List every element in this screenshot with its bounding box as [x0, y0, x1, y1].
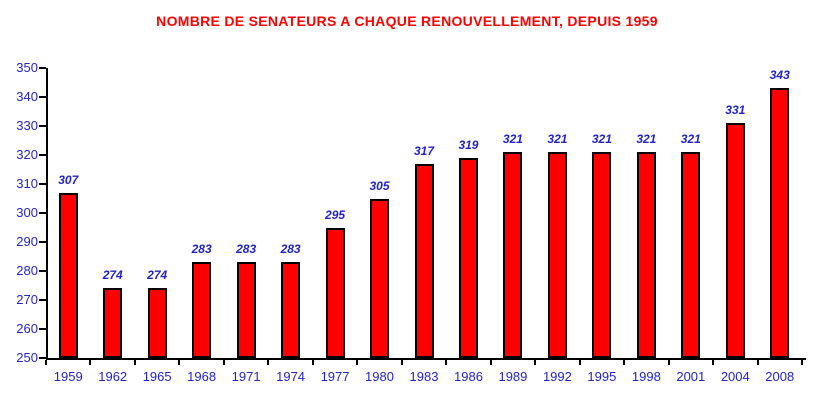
- bar-value-label: 305: [369, 178, 390, 193]
- y-axis-tick: [39, 328, 46, 330]
- y-axis-tick-label: 250: [16, 350, 38, 365]
- y-axis-tick: [39, 125, 46, 127]
- y-axis-line: [46, 68, 48, 360]
- bar: [147, 288, 167, 358]
- y-axis-tick-label: 260: [16, 321, 38, 336]
- x-axis-category-label: 1959: [53, 369, 83, 384]
- x-axis-tick: [712, 360, 715, 365]
- x-axis-category-label: 1998: [631, 369, 661, 384]
- bar: [414, 163, 434, 358]
- bar: [725, 123, 745, 358]
- y-axis-tick-label: 350: [16, 60, 38, 75]
- x-axis-category-label: 1983: [409, 369, 439, 384]
- x-axis-tick: [445, 360, 448, 365]
- bar-value-label: 295: [325, 207, 346, 222]
- bar: [236, 262, 256, 358]
- bar: [325, 227, 345, 358]
- bar-value-label: 307: [58, 172, 79, 187]
- x-axis-tick: [623, 360, 626, 365]
- bar-value-label: 343: [769, 68, 790, 83]
- bar-value-label: 321: [502, 132, 523, 147]
- x-axis-tick: [89, 360, 92, 365]
- bar-value-label: 283: [280, 242, 301, 257]
- bar: [281, 262, 301, 358]
- x-axis-category-label: 2008: [765, 369, 795, 384]
- bar: [681, 152, 701, 358]
- bar-value-label: 274: [102, 268, 123, 283]
- x-axis-category-label: 1965: [142, 369, 172, 384]
- bar-value-label: 321: [547, 132, 568, 147]
- x-axis-tick: [178, 360, 181, 365]
- x-axis-tick: [578, 360, 581, 365]
- x-axis-tick: [667, 360, 670, 365]
- x-axis-tick: [222, 360, 225, 365]
- bar: [192, 262, 212, 358]
- y-axis-tick-label: 300: [16, 205, 38, 220]
- y-axis-tick-label: 340: [16, 89, 38, 104]
- y-axis-tick: [39, 183, 46, 185]
- y-axis-tick: [39, 299, 46, 301]
- x-axis-category-label: 1974: [276, 369, 306, 384]
- y-axis-tick: [39, 241, 46, 243]
- bar-value-label: 283: [236, 242, 257, 257]
- y-axis-tick: [39, 96, 46, 98]
- bar: [103, 288, 123, 358]
- bar-value-label: 321: [680, 132, 701, 147]
- y-axis-tick-label: 280: [16, 263, 38, 278]
- chart-title: NOMBRE DE SENATEURS A CHAQUE RENOUVELLEM…: [156, 13, 658, 29]
- x-axis-category-label: 1968: [187, 369, 217, 384]
- y-axis-tick: [39, 212, 46, 214]
- x-axis-line: [46, 358, 806, 360]
- y-axis-tick-label: 310: [16, 176, 38, 191]
- x-axis-tick: [400, 360, 403, 365]
- bar-value-label: 317: [413, 143, 435, 158]
- x-axis-category-label: 2004: [720, 369, 750, 384]
- y-axis-tick-label: 290: [16, 234, 38, 249]
- bar-value-label: 283: [191, 242, 212, 257]
- x-axis-tick: [267, 360, 270, 365]
- bar: [370, 198, 390, 358]
- bar: [770, 88, 790, 358]
- x-axis-category-label: 1986: [454, 369, 483, 384]
- y-axis-tick: [39, 154, 46, 156]
- x-axis-tick: [45, 360, 47, 365]
- x-axis-tick: [356, 360, 359, 365]
- x-axis-category-label: 1977: [320, 369, 350, 384]
- x-axis-tick: [801, 360, 803, 365]
- bar-value-label: 331: [725, 103, 746, 118]
- y-axis-tick-label: 270: [16, 292, 38, 307]
- x-axis-category-label: 1992: [542, 369, 572, 384]
- bar-value-label: 319: [458, 137, 479, 152]
- bar-value-label: 321: [591, 132, 612, 147]
- bar-value-label: 321: [636, 132, 657, 147]
- bar: [636, 152, 656, 358]
- x-axis-tick: [133, 360, 136, 365]
- x-axis-tick: [489, 360, 492, 365]
- x-axis-category-label: 1980: [365, 369, 394, 384]
- bar-value-label: 274: [147, 268, 168, 283]
- y-axis-tick: [39, 357, 46, 359]
- y-axis-tick: [39, 67, 46, 69]
- x-axis-category-label: 1989: [498, 369, 528, 384]
- y-axis-tick-label: 320: [16, 147, 38, 162]
- x-axis-category-label: 2001: [676, 369, 706, 384]
- x-axis-category-label: 1962: [98, 369, 128, 384]
- y-axis-tick-label: 330: [16, 118, 38, 133]
- bar: [458, 157, 478, 358]
- x-axis-category-label: 1971: [231, 369, 261, 384]
- x-axis-tick: [311, 360, 314, 365]
- x-axis-tick: [534, 360, 537, 365]
- bar: [547, 152, 567, 358]
- y-axis-tick: [39, 270, 46, 272]
- bar: [503, 152, 523, 358]
- bar: [592, 152, 612, 358]
- x-axis-category-label: 1995: [587, 369, 617, 384]
- x-axis-tick: [756, 360, 759, 365]
- bar: [58, 192, 78, 358]
